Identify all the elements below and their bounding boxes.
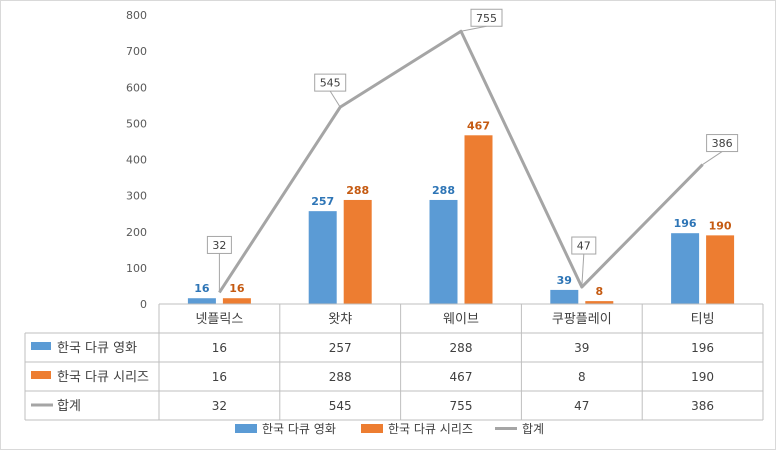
bar (343, 199, 372, 304)
callout-box (314, 73, 347, 92)
bar-data-label: 288 (346, 184, 369, 197)
y-tick-label: 0 (140, 298, 147, 311)
table-cell: 16 (212, 341, 227, 355)
table-cell: 47 (574, 399, 589, 413)
table-cell: 196 (691, 341, 714, 355)
bar-data-label: 16 (194, 282, 210, 295)
bar (429, 199, 458, 304)
bar-data-label: 39 (557, 274, 572, 287)
line-data-label: 32 (212, 239, 226, 252)
y-tick-label: 400 (126, 154, 147, 167)
bar (671, 233, 700, 304)
table-row-label: 한국 다큐 영화 (57, 341, 137, 356)
bar (308, 211, 337, 304)
category-label: 넷플릭스 (195, 312, 243, 327)
bar-data-label: 467 (467, 119, 490, 132)
callout-leader (329, 90, 341, 108)
category-label: 쿠팡플레이 (552, 312, 612, 327)
y-tick-label: 100 (126, 262, 147, 275)
table-cell: 16 (212, 370, 227, 384)
table-cell: 386 (691, 399, 714, 413)
bar-data-label: 16 (229, 282, 245, 295)
table-cell: 8 (578, 370, 586, 384)
y-tick-label: 200 (126, 226, 147, 239)
callout-box (571, 236, 597, 255)
callout-leader (702, 151, 723, 165)
line-data-label: 386 (712, 137, 733, 150)
legend-label: 한국 다큐 시리즈 (388, 422, 473, 436)
line-data-label: 755 (476, 12, 497, 25)
category-label: 티빙 (691, 312, 715, 327)
table-legend-key (31, 342, 51, 350)
bar-data-label: 196 (674, 217, 697, 230)
table-row-label: 한국 다큐 시리즈 (57, 370, 149, 385)
bar-data-label: 190 (709, 219, 732, 232)
table-cell: 288 (450, 341, 473, 355)
callout-box (206, 235, 232, 254)
y-tick-label: 800 (126, 9, 147, 22)
category-label: 왓챠 (328, 312, 352, 327)
y-tick-label: 500 (126, 117, 147, 130)
callout-box (706, 134, 739, 153)
bar (187, 298, 216, 304)
table-cell: 257 (329, 341, 352, 355)
bar-data-label: 8 (595, 285, 603, 298)
table-cell: 755 (450, 399, 473, 413)
bar-data-label: 288 (432, 184, 455, 197)
table-cell: 545 (329, 399, 352, 413)
bar (585, 301, 614, 304)
callout-box (470, 8, 503, 27)
legend-key (235, 424, 257, 433)
table-cell: 467 (450, 370, 473, 384)
y-tick-label: 300 (126, 190, 147, 203)
table-cell: 32 (212, 399, 227, 413)
bar (550, 289, 579, 304)
category-label: 웨이브 (443, 312, 479, 327)
legend-key (361, 424, 383, 433)
bar (464, 135, 493, 304)
callout-leader (460, 25, 487, 32)
table-legend-key (31, 371, 51, 379)
bar (222, 298, 251, 304)
line-series (218, 29, 704, 294)
line-data-label: 47 (577, 240, 591, 253)
callout-leader (581, 253, 585, 288)
bar-data-label: 257 (311, 195, 334, 208)
legend-label: 합계 (522, 422, 544, 436)
y-tick-label: 700 (126, 45, 147, 58)
table-cell: 288 (329, 370, 352, 384)
table-cell: 39 (574, 341, 589, 355)
legend-label: 한국 다큐 영화 (262, 422, 336, 436)
y-tick-label: 600 (126, 81, 147, 94)
line-data-label: 545 (320, 77, 341, 90)
bar (706, 235, 735, 304)
table-cell: 190 (691, 370, 714, 384)
table-row-label: 합계 (57, 399, 81, 414)
